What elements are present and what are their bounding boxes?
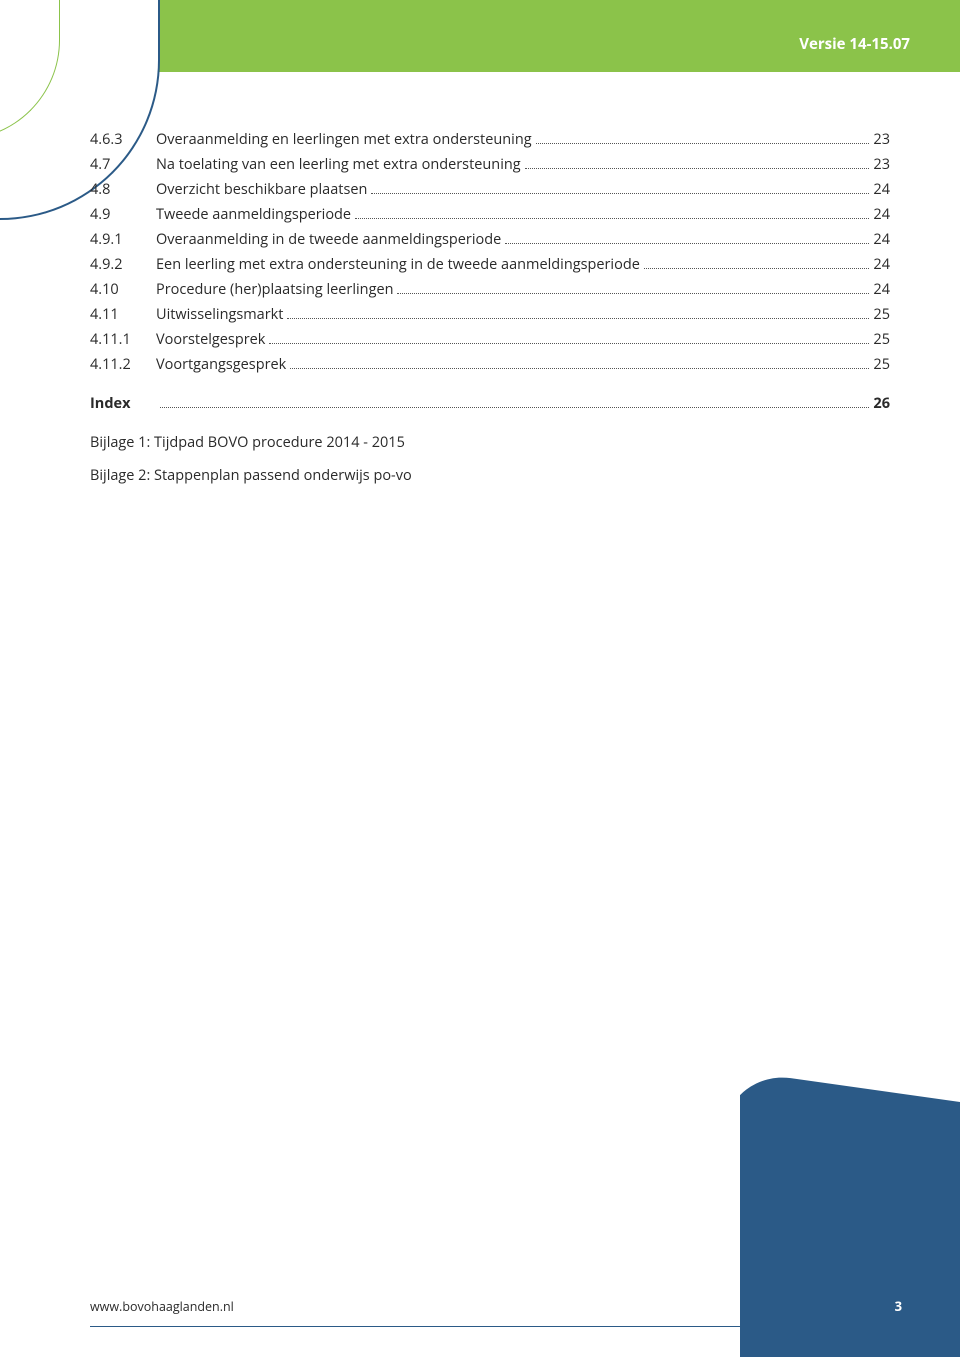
toc-title: Overaanmelding en leerlingen met extra o… <box>156 130 532 149</box>
toc-title: Na toelating van een leerling met extra … <box>156 155 521 174</box>
toc-leader <box>160 407 869 408</box>
toc-title: Overzicht beschikbare plaatsen <box>156 180 367 199</box>
toc-number: 4.9 <box>90 205 156 224</box>
appendix-entry: Bijlage 2: Stappenplan passend onderwijs… <box>90 466 890 485</box>
toc-entry: 4.10 Procedure (her)plaatsing leerlingen… <box>90 280 890 299</box>
toc-leader <box>397 293 869 294</box>
toc-page: 25 <box>873 330 890 349</box>
toc-page: 25 <box>873 305 890 324</box>
version-label: Versie 14-15.07 <box>799 34 910 54</box>
toc-number: 4.8 <box>90 180 156 199</box>
toc-index-entry: Index 26 <box>90 394 890 413</box>
appendix-entry: Bijlage 1: Tijdpad BOVO procedure 2014 -… <box>90 433 890 452</box>
footer-url: www.bovohaaglanden.nl <box>90 1298 234 1315</box>
toc-leader <box>536 143 870 144</box>
footer-page-number: 3 <box>895 1297 902 1315</box>
toc-title: Voorstelgesprek <box>156 330 265 349</box>
toc-leader <box>371 193 869 194</box>
toc-leader <box>644 268 870 269</box>
toc-number: 4.9.2 <box>90 255 156 274</box>
toc-title: Overaanmelding in de tweede aanmeldingsp… <box>156 230 501 249</box>
toc-entry: 4.9.1 Overaanmelding in de tweede aanmel… <box>90 230 890 249</box>
toc-title: Procedure (her)plaatsing leerlingen <box>156 280 393 299</box>
toc-entry: 4.11.2 Voortgangsgesprek 25 <box>90 355 890 374</box>
decorative-corner-green <box>740 1103 960 1357</box>
toc-page: 25 <box>873 355 890 374</box>
toc-title: Een leerling met extra ondersteuning in … <box>156 255 640 274</box>
toc-index-page: 26 <box>873 394 890 413</box>
toc-number: 4.6.3 <box>90 130 156 149</box>
toc-leader <box>287 318 869 319</box>
toc-entry: 4.9 Tweede aanmeldingsperiode 24 <box>90 205 890 224</box>
toc-title: Voortgangsgesprek <box>156 355 286 374</box>
toc-entry: 4.6.3 Overaanmelding en leerlingen met e… <box>90 130 890 149</box>
toc-page: 23 <box>873 155 890 174</box>
toc-leader <box>355 218 869 219</box>
toc-number: 4.10 <box>90 280 156 299</box>
toc-page: 24 <box>873 230 890 249</box>
toc-leader <box>269 343 869 344</box>
toc-number: 4.11 <box>90 305 156 324</box>
toc-index-label: Index <box>90 394 156 413</box>
toc-entry: 4.11 Uitwisselingsmarkt 25 <box>90 305 890 324</box>
toc-title: Tweede aanmeldingsperiode <box>156 205 351 224</box>
toc-number: 4.11.1 <box>90 330 156 349</box>
toc-leader <box>505 243 869 244</box>
toc-content: 4.6.3 Overaanmelding en leerlingen met e… <box>90 130 890 499</box>
toc-entry: 4.11.1 Voorstelgesprek 25 <box>90 330 890 349</box>
toc-entry: 4.9.2 Een leerling met extra ondersteuni… <box>90 255 890 274</box>
toc-number: 4.11.2 <box>90 355 156 374</box>
toc-page: 24 <box>873 180 890 199</box>
toc-page: 24 <box>873 205 890 224</box>
toc-page: 24 <box>873 280 890 299</box>
toc-leader <box>525 168 870 169</box>
toc-leader <box>290 368 869 369</box>
toc-number: 4.7 <box>90 155 156 174</box>
toc-entry: 4.7 Na toelating van een leerling met ex… <box>90 155 890 174</box>
toc-page: 24 <box>873 255 890 274</box>
toc-title: Uitwisselingsmarkt <box>156 305 283 324</box>
toc-page: 23 <box>873 130 890 149</box>
toc-number: 4.9.1 <box>90 230 156 249</box>
decorative-corner <box>740 997 960 1357</box>
toc-entry: 4.8 Overzicht beschikbare plaatsen 24 <box>90 180 890 199</box>
footer-divider <box>90 1326 910 1327</box>
decorative-corner-blue <box>740 1070 960 1357</box>
